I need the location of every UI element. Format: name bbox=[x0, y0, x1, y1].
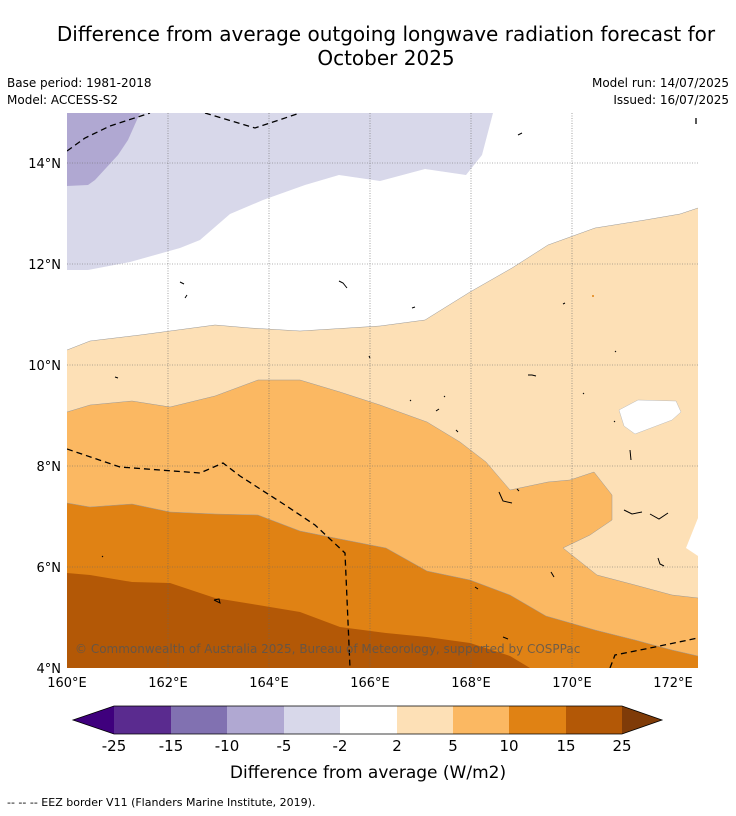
eez-borders bbox=[67, 113, 698, 668]
meta-right: Model run: 14/07/2025 Issued: 16/07/2025 bbox=[592, 75, 729, 109]
cb-label-4: -5 bbox=[277, 737, 292, 755]
meta-left: Base period: 1981-2018 Model: ACCESS-S2 bbox=[7, 75, 152, 109]
colorbar-segment-3 bbox=[227, 706, 284, 734]
eez-legend-note: -- -- -- EEZ border V11 (Flanders Marine… bbox=[7, 796, 316, 809]
lat-tick-4: 4°N bbox=[37, 662, 62, 677]
lat-tick-8: 8°N bbox=[37, 460, 62, 475]
model-name: Model: ACCESS-S2 bbox=[7, 93, 119, 107]
model-run: Model run: 14/07/2025 bbox=[591, 76, 729, 90]
colorbar-segment-7 bbox=[453, 706, 509, 734]
colorbar-segment-6 bbox=[397, 706, 453, 734]
title-line-1: Difference from average outgoing longwav… bbox=[56, 22, 716, 46]
colorbar-segment-2 bbox=[171, 706, 227, 734]
neutral-patch-edge bbox=[686, 518, 698, 556]
cb-label-5: -2 bbox=[333, 737, 348, 755]
lon-tick-164: 164°E bbox=[249, 676, 289, 691]
lon-tick-160: 160°E bbox=[47, 676, 87, 691]
base-period: Base period: 1981-2018 bbox=[7, 76, 152, 90]
island-dot bbox=[592, 295, 594, 297]
band-minus10-minus5 bbox=[67, 113, 140, 186]
cb-label-3: -10 bbox=[215, 737, 240, 755]
cb-label-2: -15 bbox=[159, 737, 184, 755]
cb-label-6: 2 bbox=[392, 737, 402, 755]
colorbar-extend-low bbox=[73, 706, 114, 734]
cb-label-9: 15 bbox=[556, 737, 575, 755]
title-line-2: October 2025 bbox=[317, 46, 455, 70]
issued-date: Issued: 16/07/2025 bbox=[613, 93, 729, 107]
colorbar: -25 -15 -10 -5 -2 2 5 10 15 25 Differenc… bbox=[71, 705, 664, 783]
map-plot-area: © Commonwealth of Australia 2025, Bureau… bbox=[67, 113, 698, 668]
neutral-patch bbox=[618, 399, 682, 435]
cb-label-7: 5 bbox=[448, 737, 458, 755]
lat-tick-10: 10°N bbox=[28, 359, 61, 374]
gridlines bbox=[67, 113, 698, 668]
copyright-text: © Commonwealth of Australia 2025, Bureau… bbox=[75, 642, 580, 656]
colorbar-extend-high bbox=[622, 706, 662, 734]
lon-tick-168: 168°E bbox=[451, 676, 491, 691]
lon-tick-172: 172°E bbox=[653, 676, 693, 691]
cb-label-1: -25 bbox=[102, 737, 127, 755]
colorbar-labels: -25 -15 -10 -5 -2 2 5 10 15 25 bbox=[102, 737, 632, 755]
band-minus5-minus2 bbox=[67, 113, 493, 270]
lon-tick-162: 162°E bbox=[148, 676, 188, 691]
cb-label-8: 10 bbox=[499, 737, 518, 755]
islands bbox=[101, 132, 669, 640]
colorbar-segment-1 bbox=[114, 706, 171, 734]
lat-tick-6: 6°N bbox=[37, 561, 62, 576]
lat-tick-12: 12°N bbox=[28, 258, 61, 273]
lat-tick-14: 14°N bbox=[28, 157, 61, 172]
colorbar-title: Difference from average (W/m2) bbox=[230, 763, 506, 783]
colorbar-segment-5 bbox=[340, 706, 397, 734]
lon-tick-166: 166°E bbox=[350, 676, 390, 691]
colorbar-segment-4 bbox=[284, 706, 340, 734]
cb-label-10: 25 bbox=[612, 737, 631, 755]
lat-axis: 14°N 12°N 10°N 8°N 6°N 4°N bbox=[28, 157, 61, 677]
colorbar-outline bbox=[71, 705, 664, 735]
colorbar-segment-8 bbox=[509, 706, 566, 734]
map-title: Difference from average outgoing longwav… bbox=[0, 22, 736, 70]
colorbar-segment-9 bbox=[566, 706, 622, 734]
lon-axis: 160°E 162°E 164°E 166°E 168°E 170°E 172°… bbox=[47, 676, 693, 691]
band-15-25 bbox=[67, 573, 530, 668]
lon-tick-170: 170°E bbox=[552, 676, 592, 691]
contour-lines bbox=[67, 207, 698, 657]
